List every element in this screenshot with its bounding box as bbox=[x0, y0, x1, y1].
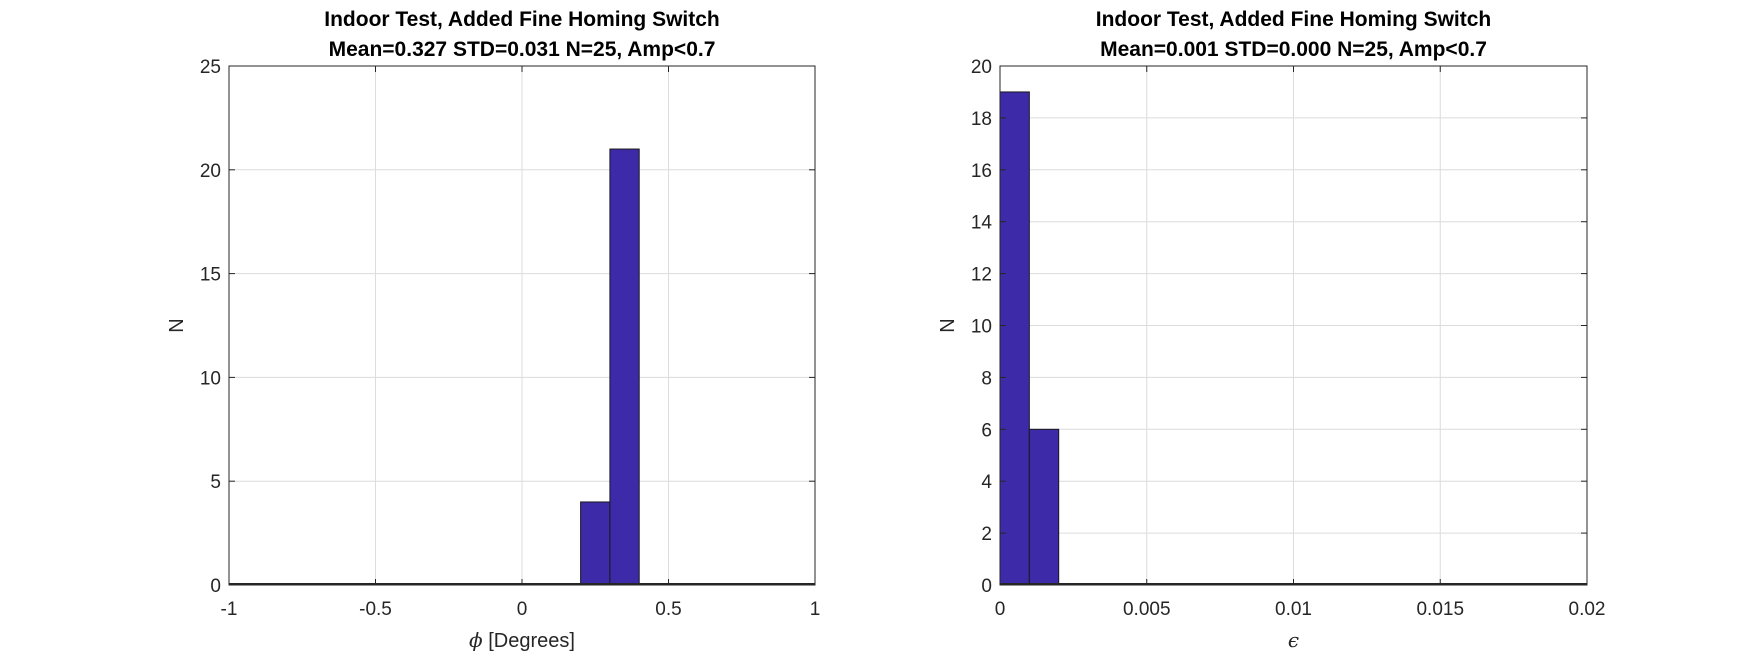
histogram-phi: Indoor Test, Added Fine Homing Switch Me… bbox=[166, 8, 820, 652]
histogram-epsilon: Indoor Test, Added Fine Homing Switch Me… bbox=[937, 8, 1605, 652]
y-tick-label: 10 bbox=[971, 317, 992, 338]
y-tick-label: 0 bbox=[981, 576, 992, 597]
histogram-bar bbox=[1028, 428, 1060, 586]
y-tick-label: 4 bbox=[981, 472, 992, 493]
y-tick-label: 20 bbox=[200, 161, 221, 182]
chart-title: Indoor Test, Added Fine Homing Switch bbox=[324, 8, 720, 31]
histogram-bar bbox=[580, 501, 611, 586]
y-tick-label: 10 bbox=[200, 368, 221, 389]
y-tick-label: 12 bbox=[971, 265, 992, 286]
grid-lines bbox=[229, 66, 815, 585]
y-axis-label: N bbox=[937, 318, 959, 332]
y-tick-label: 15 bbox=[200, 265, 221, 286]
y-tick-labels: 0 2 4 6 8 10 12 14 16 18 20 bbox=[971, 57, 993, 597]
x-tick-label: 0.5 bbox=[655, 599, 681, 620]
axes-frame bbox=[999, 65, 1588, 586]
y-tick-label: 0 bbox=[210, 576, 221, 597]
x-axis-symbol: ϕ bbox=[469, 628, 483, 652]
y-tick-label: 18 bbox=[971, 109, 992, 130]
y-tick-label: 8 bbox=[981, 368, 992, 389]
x-tick-label: -0.5 bbox=[359, 599, 392, 620]
y-tick-label: 2 bbox=[981, 524, 992, 545]
x-tick-labels: -1 -0.5 0 0.5 1 bbox=[221, 599, 821, 620]
x-axis-label: ϵ bbox=[1288, 628, 1299, 652]
chart-subtitle: Mean=0.327 STD=0.031 N=25, Amp<0.7 bbox=[329, 38, 716, 61]
y-tick-label: 20 bbox=[971, 57, 992, 78]
x-tick-label: 0.02 bbox=[1569, 599, 1606, 620]
histogram-bar bbox=[609, 148, 640, 586]
x-tick-label: -1 bbox=[221, 599, 238, 620]
x-axis-symbol: ϵ bbox=[1288, 628, 1299, 652]
y-tick-label: 5 bbox=[210, 472, 221, 493]
y-tick-label: 6 bbox=[981, 420, 992, 441]
x-tick-label: 0 bbox=[517, 599, 528, 620]
grid-lines bbox=[1000, 66, 1587, 585]
y-axis-label: N bbox=[166, 318, 188, 332]
x-tick-label: 0.01 bbox=[1275, 599, 1312, 620]
x-axis-unit: [Degrees] bbox=[483, 630, 575, 652]
x-axis-label: ϕ [Degrees] bbox=[469, 628, 575, 652]
chart-title: Indoor Test, Added Fine Homing Switch bbox=[1096, 8, 1492, 31]
chart-subtitle: Mean=0.001 STD=0.000 N=25, Amp<0.7 bbox=[1100, 38, 1487, 61]
y-tick-labels: 0 5 10 15 20 25 bbox=[200, 57, 221, 597]
y-tick-label: 25 bbox=[200, 57, 221, 78]
axes-frame bbox=[228, 65, 816, 586]
x-tick-label: 0.015 bbox=[1416, 599, 1464, 620]
bars bbox=[999, 91, 1060, 586]
x-tick-label: 1 bbox=[810, 599, 821, 620]
histogram-bar bbox=[999, 91, 1030, 586]
x-tick-labels: 0 0.005 0.01 0.015 0.02 bbox=[995, 599, 1606, 620]
x-tick-label: 0.005 bbox=[1123, 599, 1171, 620]
bars bbox=[580, 148, 640, 586]
x-tick-label: 0 bbox=[995, 599, 1006, 620]
y-tick-label: 14 bbox=[971, 213, 993, 234]
y-tick-label: 16 bbox=[971, 161, 992, 182]
